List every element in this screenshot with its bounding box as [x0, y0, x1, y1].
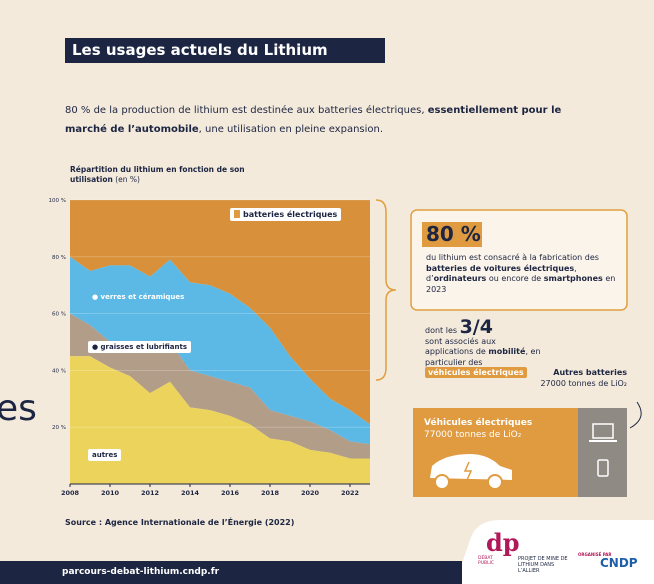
- x-tick-label: 2016: [221, 489, 240, 497]
- x-tick-label: 2014: [181, 489, 200, 497]
- series-label: batteries électriques: [230, 208, 341, 221]
- x-tick-label: 2012: [141, 489, 159, 497]
- series-name: batteries électriques: [243, 210, 337, 219]
- x-tick-label: 2020: [301, 489, 320, 497]
- project: PROJET DE MINE DE LITHIUM DANS L’ALLIER: [518, 556, 570, 574]
- x-tick-label: 2008: [61, 489, 80, 497]
- intro-text: 80 % de la production de lithium est des…: [65, 105, 428, 116]
- logo: dp: [486, 528, 520, 557]
- footer-url: parcours-debat-lithium.cndp.fr: [62, 567, 219, 577]
- text: dont les: [425, 326, 460, 335]
- x-tick-label: 2018: [261, 489, 280, 497]
- fraction: 3/4: [460, 316, 493, 338]
- text: 77000 tonnes de LiO₂: [424, 429, 532, 441]
- title: Les usages actuels du Lithium: [72, 41, 328, 59]
- organizer: CNDP: [600, 556, 638, 570]
- y-tick-label: 100 %: [49, 198, 66, 204]
- intro-text: , une utilisation en pleine expansion.: [199, 124, 383, 135]
- series-label: ● graisses et lubrifiants: [88, 341, 191, 353]
- text: ou encore de: [486, 274, 543, 283]
- series-name: autres: [92, 451, 117, 459]
- series-name: verres et céramiques: [101, 293, 185, 301]
- text: smartphones: [544, 274, 603, 283]
- y-tick-label: 40 %: [52, 368, 66, 374]
- text: Véhicules électriques: [424, 417, 532, 429]
- y-tick-label: 80 %: [52, 255, 66, 261]
- chart-title: Répartition du lithium en fonction de so…: [70, 165, 245, 184]
- series-label: autres: [88, 449, 121, 461]
- series-name: graisses et lubrifiants: [101, 343, 187, 351]
- text: mobilité: [488, 347, 525, 356]
- page: 20 % 40 % 60 % 80 % 100 % 2008 2010 2012 2014 201…: [0, 0, 654, 584]
- highlight-text: du lithium est consacré à la fabrication…: [426, 253, 618, 295]
- y-tick-label: 60 %: [52, 312, 66, 318]
- text: sont associés aux applications de: [425, 337, 496, 357]
- overlay-text: es: [0, 388, 37, 429]
- highlight-figure: 80 %: [426, 222, 481, 246]
- tag: véhicules électriques: [425, 367, 527, 378]
- y-tick-label: 20 %: [52, 425, 66, 431]
- x-tick-label: 2010: [101, 489, 120, 497]
- intro: 80 % de la production de lithium est des…: [65, 101, 600, 139]
- chart-title-block: Répartition du lithium en fonction de so…: [70, 165, 245, 185]
- text: du lithium est consacré à la fabrication…: [426, 253, 599, 262]
- text: ordinateurs: [434, 274, 487, 283]
- chart-subtitle: (en %): [115, 175, 140, 184]
- series-label: ● verres et céramiques: [88, 291, 188, 303]
- logo-caption: DÉBAT PUBLIC: [478, 556, 508, 566]
- text: 27000 tonnes de LiO₂: [537, 379, 627, 390]
- text: Autres batteries: [537, 368, 627, 379]
- source: Source : Agence Internationale de l’Éner…: [65, 518, 294, 527]
- text: batteries de voitures électriques: [426, 264, 574, 273]
- x-tick-label: 2022: [341, 489, 359, 497]
